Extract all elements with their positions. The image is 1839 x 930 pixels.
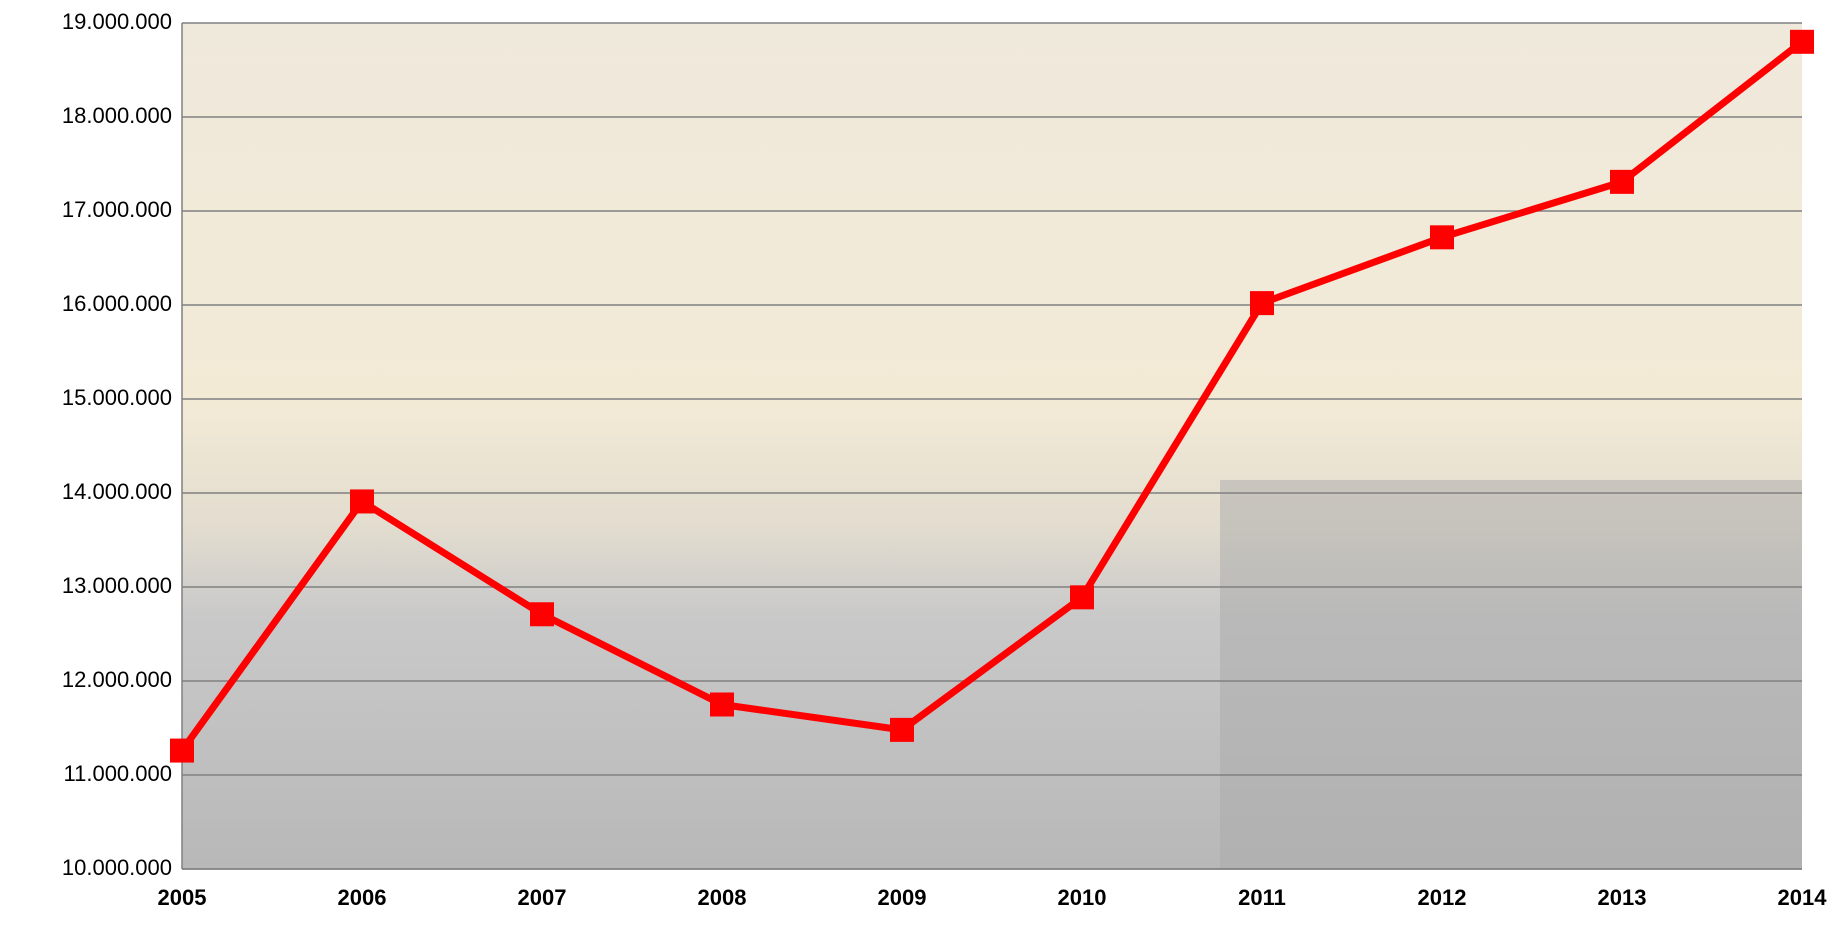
floor-heating — [1220, 480, 1802, 869]
x-tick-label: 2011 — [1238, 885, 1286, 910]
x-tick-label: 2012 — [1418, 885, 1467, 910]
marker — [890, 717, 914, 742]
x-tick-label: 2014 — [1778, 885, 1828, 910]
y-tick-label: 12.000.000 — [62, 667, 172, 692]
y-tick-label: 17.000.000 — [62, 197, 172, 222]
marker — [1070, 585, 1094, 610]
y-tick-label: 14.000.000 — [62, 479, 172, 504]
marker — [1610, 169, 1634, 194]
x-tick-label: 2013 — [1598, 885, 1647, 910]
x-tick-label: 2005 — [158, 885, 207, 910]
line — [179, 39, 1805, 753]
x-tick-label: 2006 — [338, 885, 387, 910]
marker — [1250, 291, 1274, 316]
y-tick-label: 15.000.000 — [62, 385, 172, 410]
y-tick-label: 18.000.000 — [62, 103, 172, 128]
y-tick-label: 19.000.000 — [62, 9, 172, 34]
y-tick-label: 11.000.000 — [64, 761, 172, 786]
y-tick-label: 16.000.000 — [62, 291, 172, 316]
marker — [710, 692, 734, 717]
x-tick-label: 2007 — [518, 885, 567, 910]
x-tick-label: 2010 — [1058, 885, 1107, 910]
marker — [530, 602, 554, 627]
x-tick-label: 2009 — [878, 885, 927, 910]
marker — [1790, 29, 1814, 54]
marker — [350, 489, 374, 514]
y-tick-label: 13.000.000 — [62, 573, 172, 598]
marker — [1430, 225, 1454, 250]
x-tick-label: 2008 — [698, 885, 747, 910]
y-tick-label: 10.000.000 — [62, 855, 172, 880]
marker — [170, 738, 194, 763]
